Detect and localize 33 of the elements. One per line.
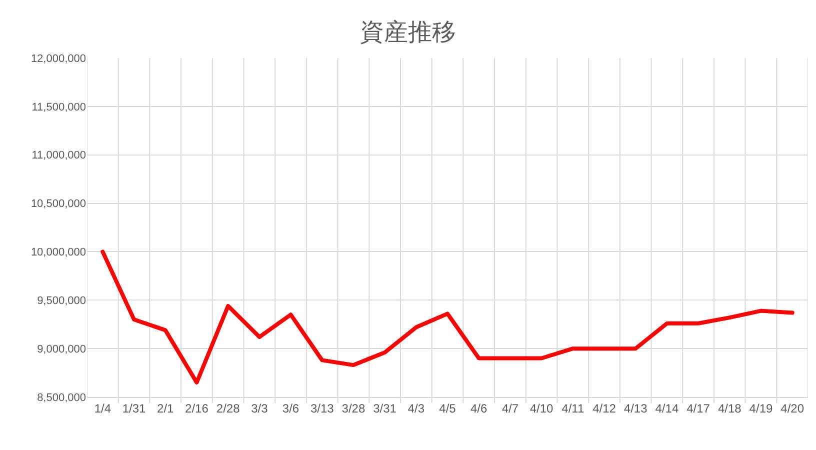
chart-title: 資産推移: [360, 18, 456, 46]
x-tick-label: 2/1: [157, 401, 174, 416]
x-tick-label: 1/4: [94, 401, 112, 416]
y-tick-label: 9,000,000: [37, 343, 86, 356]
y-tick-label: 11,000,000: [32, 150, 86, 162]
x-tick-label: 4/6: [470, 401, 488, 416]
x-tick-label: 4/20: [780, 401, 804, 416]
x-tick-label: 4/7: [502, 401, 519, 416]
y-tick-label: 11,500,000: [32, 101, 86, 114]
y-tick-label: 8,500,000: [37, 392, 86, 404]
y-tick-label: 12,000,000: [30, 52, 86, 65]
x-tick-label: 2/28: [216, 401, 240, 416]
x-tick-label: 4/3: [408, 401, 425, 416]
x-tick-label: 4/10: [530, 401, 554, 416]
y-tick-label: 9,500,000: [37, 294, 86, 307]
x-tick-label: 3/3: [251, 401, 268, 416]
x-tick-label: 2/16: [185, 401, 209, 416]
x-tick-label: 4/19: [749, 401, 773, 416]
x-tick-label: 3/31: [373, 401, 397, 416]
x-tick-label: 4/17: [686, 401, 710, 416]
x-tick-label: 4/18: [718, 401, 742, 416]
x-tick-label: 4/5: [439, 401, 456, 416]
x-tick-label: 3/28: [342, 401, 366, 416]
line-series: [100, 250, 794, 384]
x-tick-label: 3/13: [310, 401, 334, 416]
x-tick-label: 4/11: [562, 401, 584, 416]
x-tick-label: 4/12: [592, 401, 616, 416]
x-tick-label: 1/31: [122, 401, 146, 416]
y-tick-label: 10,000,000: [30, 246, 86, 259]
y-tick-label: 10,500,000: [30, 198, 86, 210]
x-tick-label: 3/6: [282, 401, 300, 416]
x-tick-label: 4/13: [624, 401, 648, 416]
x-tick-label: 4/14: [655, 401, 679, 416]
